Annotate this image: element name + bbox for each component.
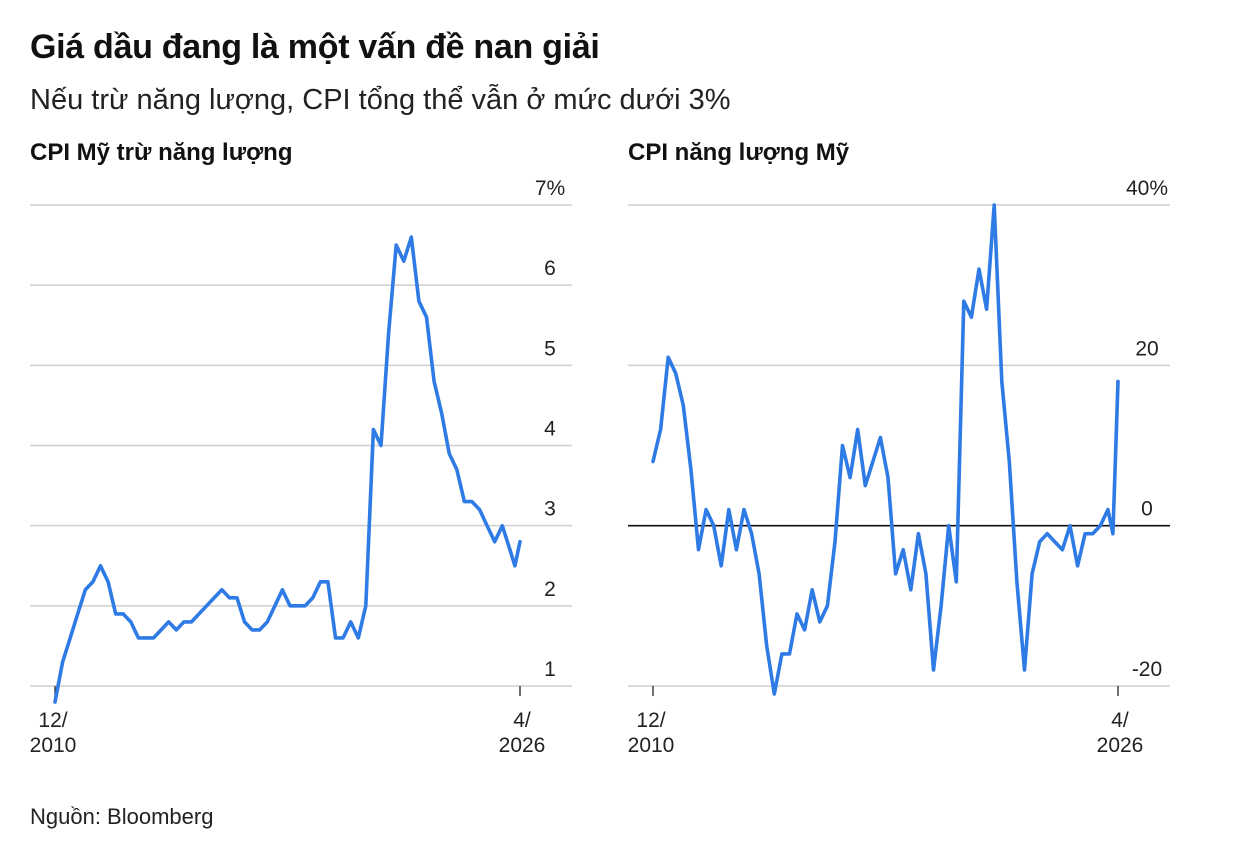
y-tick-label: 2 — [544, 578, 556, 601]
chart-panel-2: CPI năng lượng Mỹ -20 0 20 40% 12/2010 4/2026 — [628, 139, 1170, 757]
y-tick-label: 20 — [1135, 337, 1158, 360]
x-tick-label: 2026 — [499, 734, 546, 757]
series-line — [53, 235, 522, 704]
y-tick-label: 3 — [544, 498, 556, 521]
y-tick-label: 1 — [544, 658, 556, 681]
y-tick-label: 6 — [544, 257, 556, 280]
page-subtitle: Nếu trừ năng lượng, CPI tổng thể vẫn ở m… — [30, 84, 731, 116]
chart-title: CPI năng lượng Mỹ — [628, 139, 850, 166]
page-title: Giá dầu đang là một vấn đề nan giải — [30, 28, 600, 66]
chart-title: CPI Mỹ trừ năng lượng — [30, 139, 293, 166]
x-tick-label: 12/ — [636, 709, 665, 732]
y-tick-label: -20 — [1132, 658, 1162, 681]
y-tick-label: 7% — [535, 177, 565, 200]
x-tick-label: 12/ — [38, 709, 67, 732]
source-note: Nguồn: Bloomberg — [30, 804, 214, 829]
y-tick-label: 40% — [1126, 177, 1168, 200]
x-tick-label: 2026 — [1097, 734, 1144, 757]
y-tick-label: 0 — [1141, 498, 1153, 521]
series-line — [651, 203, 1120, 696]
x-tick-label: 2010 — [628, 734, 675, 757]
x-tick-label: 4/ — [1111, 709, 1129, 732]
y-tick-label: 5 — [544, 337, 556, 360]
x-tick-label: 4/ — [513, 709, 531, 732]
x-tick-label: 2010 — [30, 734, 77, 757]
chart-panel-1: CPI Mỹ trừ năng lượng 1 2 3 4 5 6 7% 12/2010 4/20… — [30, 139, 572, 757]
y-tick-label: 4 — [544, 418, 556, 441]
